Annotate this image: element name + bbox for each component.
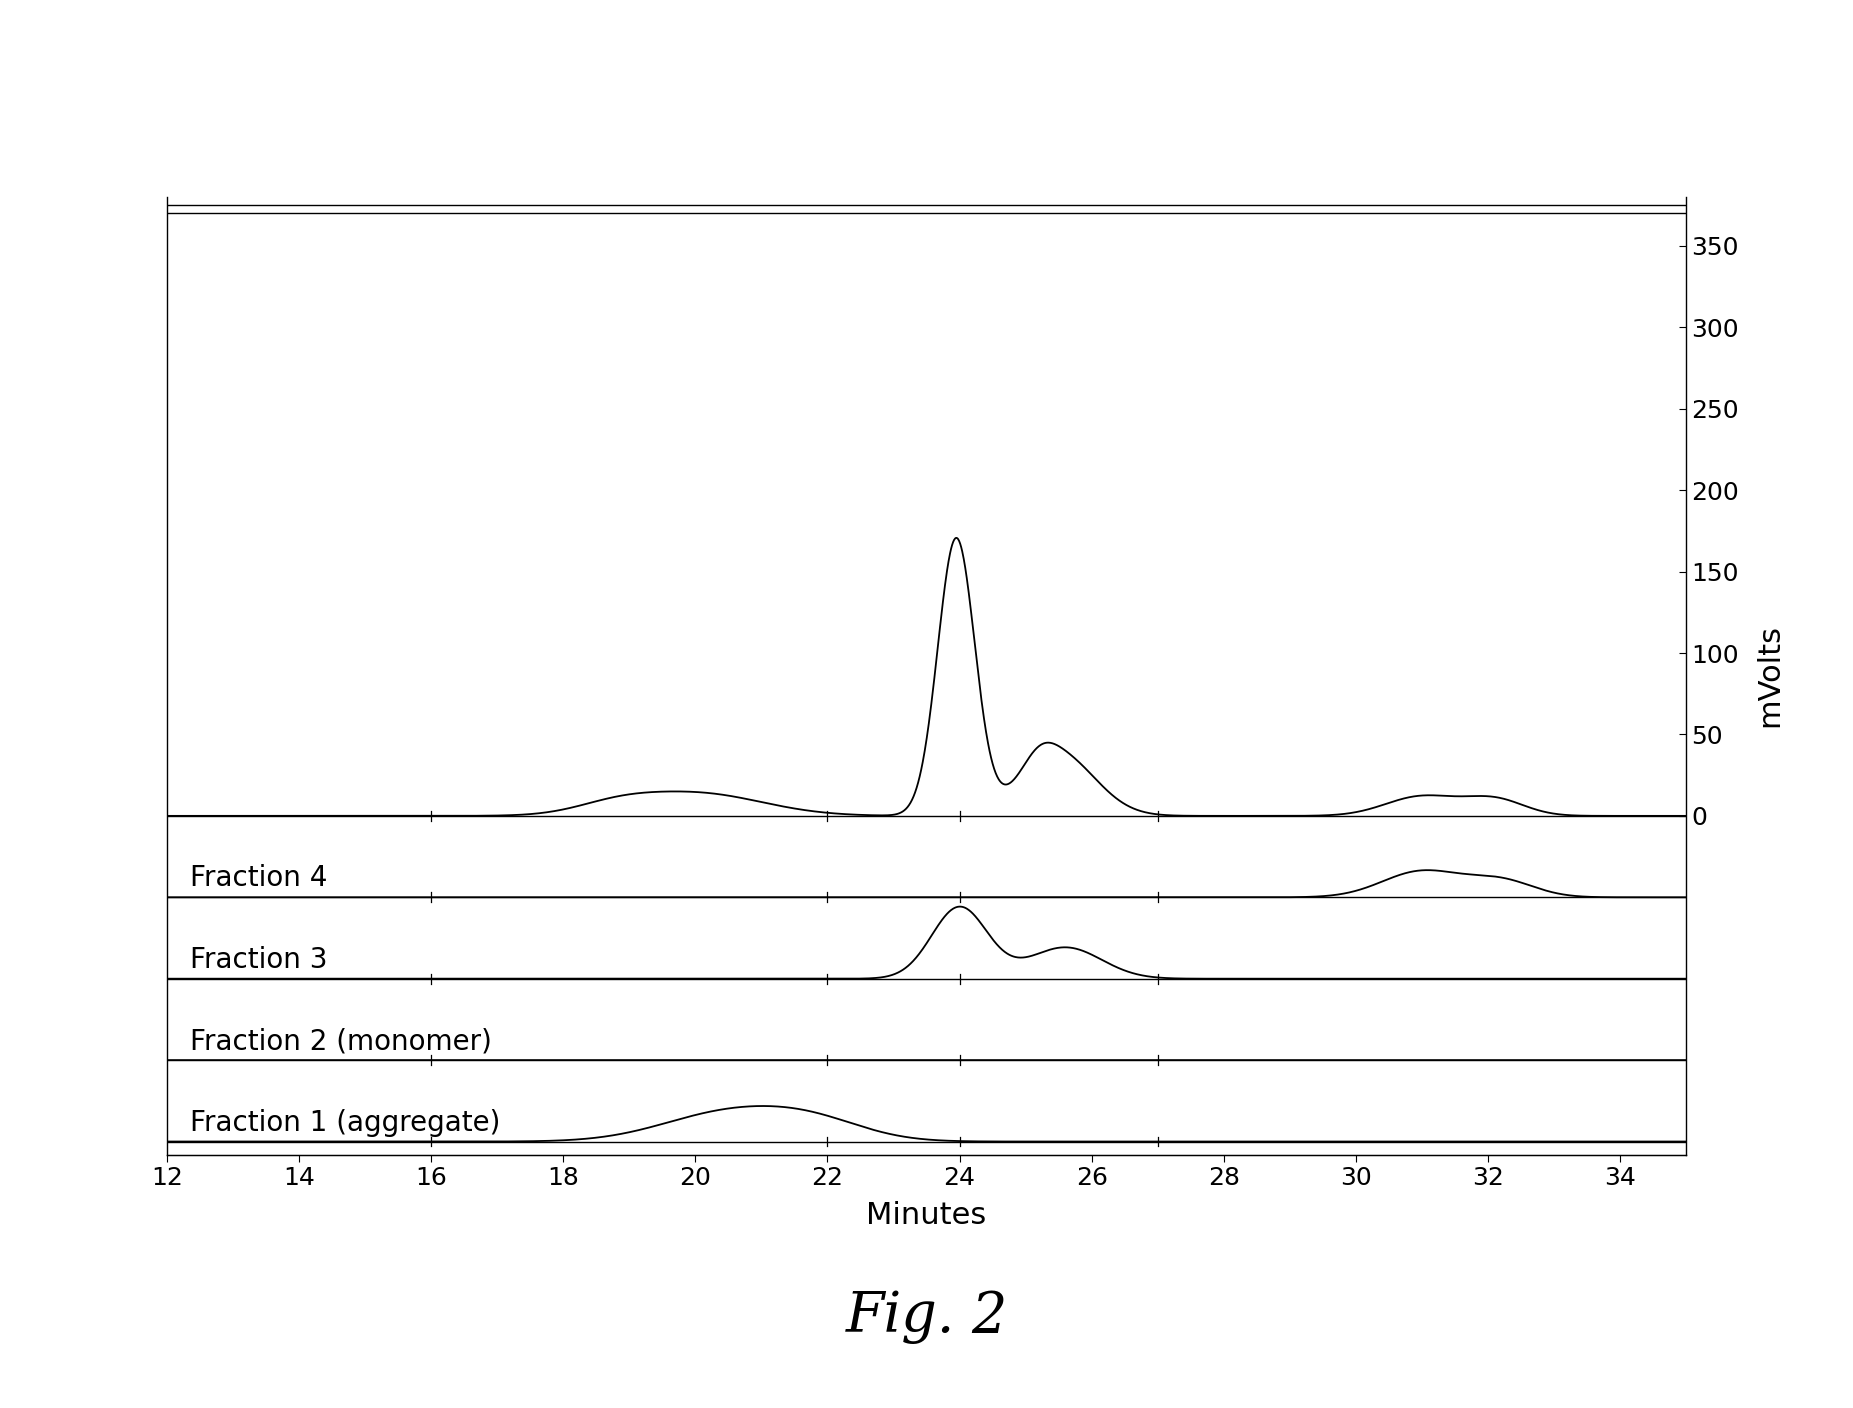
Text: Fraction 4: Fraction 4 (189, 865, 328, 893)
Text: Fig. 2: Fig. 2 (845, 1290, 1008, 1343)
Text: Fraction 2 (monomer): Fraction 2 (monomer) (189, 1028, 491, 1055)
X-axis label: Minutes: Minutes (867, 1201, 986, 1231)
Text: Fraction 1 (aggregate): Fraction 1 (aggregate) (189, 1108, 500, 1136)
Text: Fraction 3: Fraction 3 (189, 946, 328, 974)
Y-axis label: mVolts: mVolts (1755, 624, 1784, 728)
